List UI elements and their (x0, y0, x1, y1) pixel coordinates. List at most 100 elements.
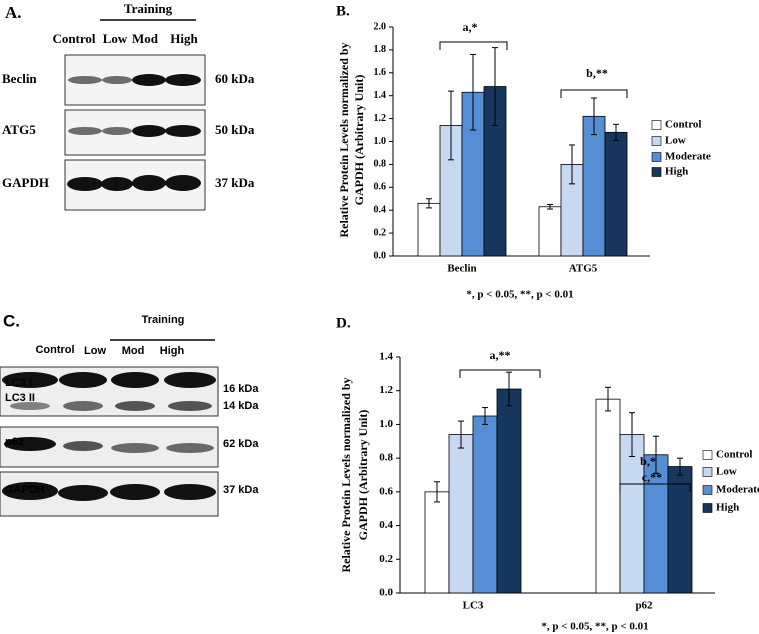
blot-a: A. Training Control Low Mod High Beclin … (2, 1, 255, 211)
y-tick-label: 0.4 (374, 204, 387, 215)
band (68, 127, 102, 135)
bar (496, 388, 522, 594)
bar (424, 491, 450, 594)
row-label: GAPDH (2, 175, 49, 190)
legend-swatch (702, 485, 713, 495)
y-tick-label: 1.4 (379, 351, 393, 363)
band (102, 127, 132, 135)
band (132, 74, 166, 86)
y-tick-label: 1.2 (374, 113, 387, 124)
bar (582, 115, 606, 257)
y-tick-label: 0.8 (379, 452, 393, 464)
legend-label: Control (665, 119, 701, 131)
annotation: a,* (463, 20, 478, 34)
band (2, 482, 58, 500)
band (63, 401, 103, 411)
panel-label: A. (5, 3, 22, 22)
bracket (459, 369, 541, 378)
bracket (619, 483, 691, 492)
lane-label: Low (103, 31, 128, 46)
size-label: 16 kDa (223, 383, 259, 395)
group-label: Training (124, 1, 173, 16)
band (63, 441, 103, 451)
y-tick-label: 1.2 (379, 384, 393, 396)
band (111, 443, 159, 453)
band (58, 485, 108, 501)
band (4, 437, 56, 451)
row-label: p62 (5, 436, 24, 448)
legend-label: High (716, 502, 739, 514)
bar (472, 415, 498, 594)
y-axis-label: GAPDH (Arbitrary Unit) (356, 410, 370, 541)
legend-swatch (651, 120, 662, 130)
legend-swatch (702, 450, 713, 460)
band (68, 76, 102, 84)
size-label: 37 kDa (215, 175, 255, 190)
y-tick-label: 0.0 (374, 250, 387, 261)
band (166, 443, 214, 453)
x-tick-label: Beclin (447, 263, 476, 275)
footnote: *, p < 0.05, **, p < 0.01 (466, 289, 573, 301)
band (102, 76, 132, 84)
panel-label: B. (336, 3, 350, 19)
row-label: GAPDH (5, 484, 45, 496)
band (165, 74, 201, 86)
bar (417, 202, 441, 257)
bar (448, 434, 474, 594)
y-tick-label: 0.6 (374, 182, 387, 193)
y-tick-label: 0.0 (379, 587, 393, 599)
panel-label: C. (3, 311, 20, 330)
band (67, 177, 103, 191)
lane-label: Mod (132, 31, 159, 46)
x-tick-label: LC3 (463, 600, 484, 612)
band (164, 372, 216, 388)
y-tick-label: 0.8 (374, 159, 387, 170)
legend-swatch (651, 152, 662, 162)
lane-label: Low (84, 345, 106, 357)
band (164, 484, 216, 500)
legend-label: Low (716, 466, 737, 478)
band (132, 125, 166, 137)
x-tick-label: p62 (635, 600, 653, 612)
y-axis-label: Relative Protein Levels normalized by (337, 42, 351, 237)
bar (604, 131, 628, 257)
y-tick-label: 0.2 (379, 553, 393, 565)
lane-label: Mod (122, 345, 145, 357)
band (2, 372, 58, 388)
legend-label: Low (665, 135, 686, 147)
footnote: *, p < 0.05, **, p < 0.01 (541, 621, 648, 633)
row-label: ATG5 (2, 122, 36, 137)
y-tick-label: 1.8 (374, 44, 387, 55)
legend-label: High (665, 166, 688, 178)
legend-label: Control (716, 449, 752, 461)
lane-label: High (170, 31, 198, 46)
size-label: 60 kDa (215, 71, 255, 86)
y-axis-label: Relative Protein Levels normalized by (339, 377, 353, 572)
legend-swatch (651, 167, 662, 177)
y-tick-label: 1.4 (374, 90, 387, 101)
group-label: Training (142, 314, 185, 326)
y-tick-label: 1.0 (379, 418, 393, 430)
band (111, 372, 159, 388)
lane-label: Control (35, 344, 74, 356)
band (165, 175, 201, 191)
size-label: 62 kDa (223, 438, 259, 450)
band (59, 372, 107, 388)
bar (619, 434, 645, 594)
bar (667, 466, 693, 594)
legend-swatch (702, 503, 713, 513)
y-tick-label: 1.0 (374, 136, 387, 147)
annotation: c,** (642, 470, 662, 484)
row-label: Beclin (2, 71, 37, 86)
band (132, 175, 166, 191)
blot-c: C. Training Control Low Mod High LC3 I L… (0, 311, 259, 517)
band (168, 401, 212, 411)
y-tick-label: 1.6 (374, 67, 387, 78)
band (10, 402, 50, 410)
y-tick-label: 0.2 (374, 227, 387, 238)
legend-label: Moderate (716, 484, 759, 496)
annotation: a,** (490, 348, 511, 362)
panel-label: D. (336, 315, 351, 331)
bracket (439, 41, 508, 50)
